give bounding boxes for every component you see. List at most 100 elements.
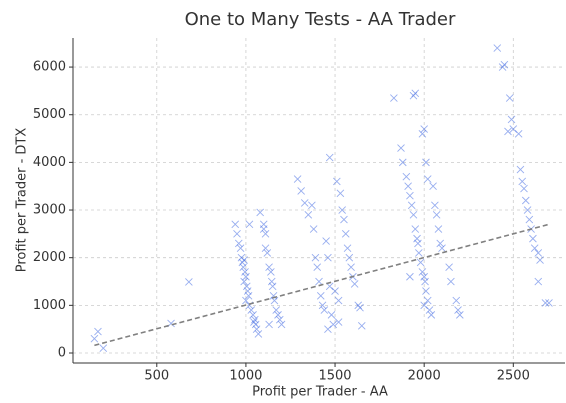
point xyxy=(397,144,405,152)
chart-title: One to Many Tests - AA Trader xyxy=(185,9,456,30)
point xyxy=(404,182,412,191)
point xyxy=(324,253,332,262)
point xyxy=(340,215,348,224)
point xyxy=(390,94,398,102)
point xyxy=(251,315,259,324)
y-axis-label: Profit per Trader - DTX xyxy=(15,128,30,273)
point xyxy=(534,277,543,286)
point xyxy=(523,206,532,214)
point xyxy=(520,184,528,193)
point xyxy=(336,189,345,198)
point xyxy=(334,318,343,326)
point xyxy=(242,272,250,281)
point xyxy=(327,311,336,319)
point xyxy=(423,175,432,183)
y-tick-label: 2000 xyxy=(33,250,66,265)
point xyxy=(356,303,364,312)
point xyxy=(420,272,428,281)
point xyxy=(445,263,453,272)
y-tick-label: 6000 xyxy=(33,60,66,75)
y-tick-label: 0 xyxy=(58,345,66,360)
y-tick-label: 3000 xyxy=(33,203,66,218)
point xyxy=(541,299,550,307)
point xyxy=(521,196,530,205)
y-tick-label: 1000 xyxy=(33,298,66,313)
point xyxy=(516,165,525,174)
x-tick-label: 1500 xyxy=(318,369,351,384)
point xyxy=(261,230,270,238)
point xyxy=(334,296,343,305)
point xyxy=(504,127,512,136)
point xyxy=(250,318,258,326)
point xyxy=(518,177,527,186)
point xyxy=(233,230,241,238)
point xyxy=(411,89,420,98)
point xyxy=(269,291,278,300)
trend-line xyxy=(94,223,550,347)
point xyxy=(536,256,544,264)
point xyxy=(240,256,248,264)
x-tick-label: 1000 xyxy=(229,369,262,384)
point xyxy=(500,60,509,69)
point xyxy=(416,258,425,267)
point xyxy=(309,225,318,233)
point xyxy=(265,320,273,329)
point xyxy=(239,263,248,272)
point xyxy=(252,325,261,333)
point xyxy=(407,201,416,210)
point xyxy=(415,249,423,257)
point xyxy=(436,239,445,248)
point xyxy=(422,287,430,295)
point xyxy=(185,278,193,286)
point xyxy=(242,296,250,305)
point xyxy=(350,280,359,288)
point xyxy=(308,201,316,210)
point xyxy=(452,296,461,305)
point xyxy=(529,234,537,243)
point xyxy=(277,320,286,329)
point xyxy=(245,220,254,229)
point xyxy=(261,244,270,252)
point xyxy=(259,220,268,229)
point xyxy=(304,210,313,219)
point xyxy=(265,263,273,272)
point xyxy=(268,282,277,291)
point xyxy=(244,291,253,300)
y-tick-label: 4000 xyxy=(33,155,66,170)
point xyxy=(429,182,437,191)
point xyxy=(423,296,432,305)
point xyxy=(421,277,429,286)
point xyxy=(454,306,462,314)
x-axis-label: Profit per Trader - AA xyxy=(252,385,388,400)
point xyxy=(270,296,279,305)
point xyxy=(243,287,252,295)
point xyxy=(297,187,305,195)
point xyxy=(411,225,420,233)
point xyxy=(420,301,428,310)
point xyxy=(514,129,523,138)
point xyxy=(249,311,257,319)
point xyxy=(236,244,245,252)
point xyxy=(318,301,327,310)
point xyxy=(322,237,330,245)
point xyxy=(242,282,251,291)
point xyxy=(525,215,534,224)
point xyxy=(267,277,276,286)
point xyxy=(234,239,243,248)
point xyxy=(263,249,272,257)
point xyxy=(534,249,543,257)
point xyxy=(343,244,352,252)
point xyxy=(347,263,355,272)
point xyxy=(316,291,325,300)
point xyxy=(275,315,284,324)
point xyxy=(313,263,322,272)
point xyxy=(247,306,256,314)
point xyxy=(414,239,422,248)
point xyxy=(320,306,329,314)
point xyxy=(272,306,281,314)
point xyxy=(432,210,441,219)
point xyxy=(505,94,514,102)
point xyxy=(90,334,99,343)
x-tick-label: 2000 xyxy=(408,369,441,384)
